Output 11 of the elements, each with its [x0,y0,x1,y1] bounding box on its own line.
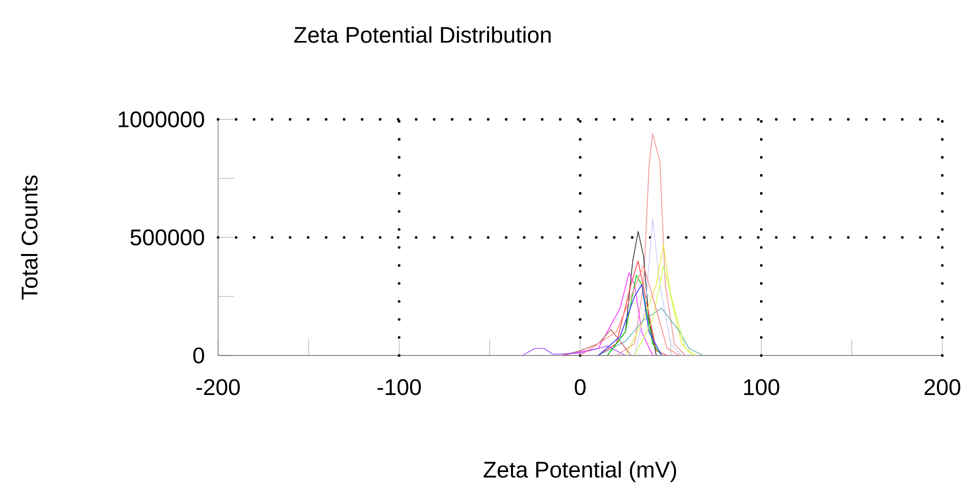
x-tick-label: 0 [574,379,586,396]
x-tick-label: -100 [378,379,421,396]
y-tick-label: 1000000 [118,112,204,128]
y-tick-label: 500000 [130,230,204,246]
x-tick-label: -200 [196,379,240,396]
y-axis-title: Total Counts [21,176,38,300]
x-tick-label: 200 [924,379,960,396]
x-tick-label: 100 [744,379,780,396]
chart-title: Zeta Potential Distribution [294,26,551,44]
y-tick-label: 0 [193,348,204,364]
x-axis-title: Zeta Potential (mV) [484,461,676,482]
